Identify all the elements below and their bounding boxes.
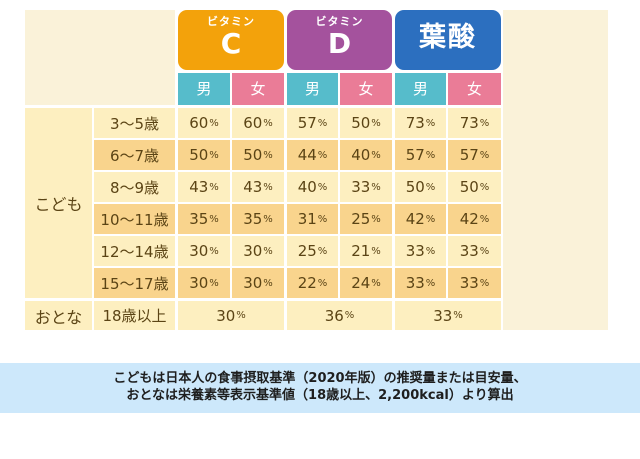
- adult-value-folic-acid: 33%: [395, 301, 501, 330]
- value-cell-folic-male: 57%: [395, 140, 446, 170]
- value-cell-folic-male: 50%: [395, 172, 446, 202]
- age-label: 3〜5歳: [94, 108, 175, 138]
- value-cell-vitc-female: 50%: [232, 140, 284, 170]
- header-vitamin-d-main: D: [327, 27, 352, 60]
- top-left-empty-cell: [25, 10, 175, 105]
- value-cell-vitc-male: 50%: [178, 140, 230, 170]
- value-cell-vitd-female: 50%: [340, 108, 392, 138]
- age-label: 8〜9歳: [94, 172, 175, 202]
- value-cell-vitc-male: 35%: [178, 204, 230, 234]
- value-cell-folic-female: 42%: [448, 204, 501, 234]
- value-cell-folic-female: 33%: [448, 236, 501, 266]
- gender-female-d: 女: [340, 73, 392, 105]
- age-label: 10〜11歳: [94, 204, 175, 234]
- value-cell-folic-male: 73%: [395, 108, 446, 138]
- value-cell-vitd-male: 31%: [287, 204, 338, 234]
- gender-female-folic: 女: [448, 73, 501, 105]
- value-cell-vitd-male: 25%: [287, 236, 338, 266]
- value-cell-vitc-male: 30%: [178, 236, 230, 266]
- gender-female-c: 女: [232, 73, 284, 105]
- group-label-child: こども: [25, 108, 92, 298]
- header-vitamin-d: ビタミン D: [287, 10, 392, 70]
- value-cell-folic-male: 33%: [395, 236, 446, 266]
- value-cell-vitd-female: 33%: [340, 172, 392, 202]
- source-note: こどもは日本人の食事摂取基準（2020年版）の推奨量または目安量、 おとなは栄養…: [0, 363, 640, 413]
- value-cell-folic-female: 57%: [448, 140, 501, 170]
- value-cell-vitd-female: 24%: [340, 268, 392, 298]
- value-cell-vitc-female: 30%: [232, 236, 284, 266]
- value-cell-vitc-female: 60%: [232, 108, 284, 138]
- value-cell-vitd-male: 40%: [287, 172, 338, 202]
- value-cell-vitc-female: 30%: [232, 268, 284, 298]
- value-cell-vitc-female: 35%: [232, 204, 284, 234]
- gender-male-d: 男: [287, 73, 338, 105]
- header-vitamin-c-main: C: [220, 27, 242, 60]
- header-vitamin-d-sub: ビタミン: [315, 15, 364, 28]
- age-label-adult: 18歳以上: [94, 301, 175, 330]
- source-note-line1: こどもは日本人の食事摂取基準（2020年版）の推奨量または目安量、: [113, 371, 527, 386]
- value-cell-folic-male: 33%: [395, 268, 446, 298]
- value-cell-vitd-female: 40%: [340, 140, 392, 170]
- value-cell-vitd-male: 44%: [287, 140, 338, 170]
- source-note-line2: おとなは栄養素等表示基準値（18歳以上、2,200kcal）より算出: [126, 388, 514, 403]
- header-folic-acid-main: 葉酸: [419, 22, 477, 53]
- value-cell-vitd-male: 57%: [287, 108, 338, 138]
- value-cell-folic-female: 73%: [448, 108, 501, 138]
- age-label: 12〜14歳: [94, 236, 175, 266]
- value-cell-folic-female: 33%: [448, 268, 501, 298]
- adult-value-vitamin-c: 30%: [178, 301, 284, 330]
- value-cell-vitd-female: 21%: [340, 236, 392, 266]
- value-cell-vitd-male: 22%: [287, 268, 338, 298]
- header-vitamin-c-sub: ビタミン: [207, 15, 255, 28]
- age-label: 6〜7歳: [94, 140, 175, 170]
- gender-male-folic: 男: [395, 73, 446, 105]
- value-cell-folic-male: 42%: [395, 204, 446, 234]
- adult-value-vitamin-d: 36%: [287, 301, 392, 330]
- age-label: 15〜17歳: [94, 268, 175, 298]
- value-cell-vitc-male: 43%: [178, 172, 230, 202]
- gender-male-c: 男: [178, 73, 230, 105]
- group-label-adult: おとな: [25, 301, 92, 330]
- header-folic-acid: 葉酸: [395, 10, 501, 70]
- value-cell-vitc-male: 60%: [178, 108, 230, 138]
- value-cell-vitc-female: 43%: [232, 172, 284, 202]
- right-empty-panel: [503, 10, 608, 330]
- value-cell-vitc-male: 30%: [178, 268, 230, 298]
- header-vitamin-c: ビタミン C: [178, 10, 284, 70]
- value-cell-vitd-female: 25%: [340, 204, 392, 234]
- value-cell-folic-female: 50%: [448, 172, 501, 202]
